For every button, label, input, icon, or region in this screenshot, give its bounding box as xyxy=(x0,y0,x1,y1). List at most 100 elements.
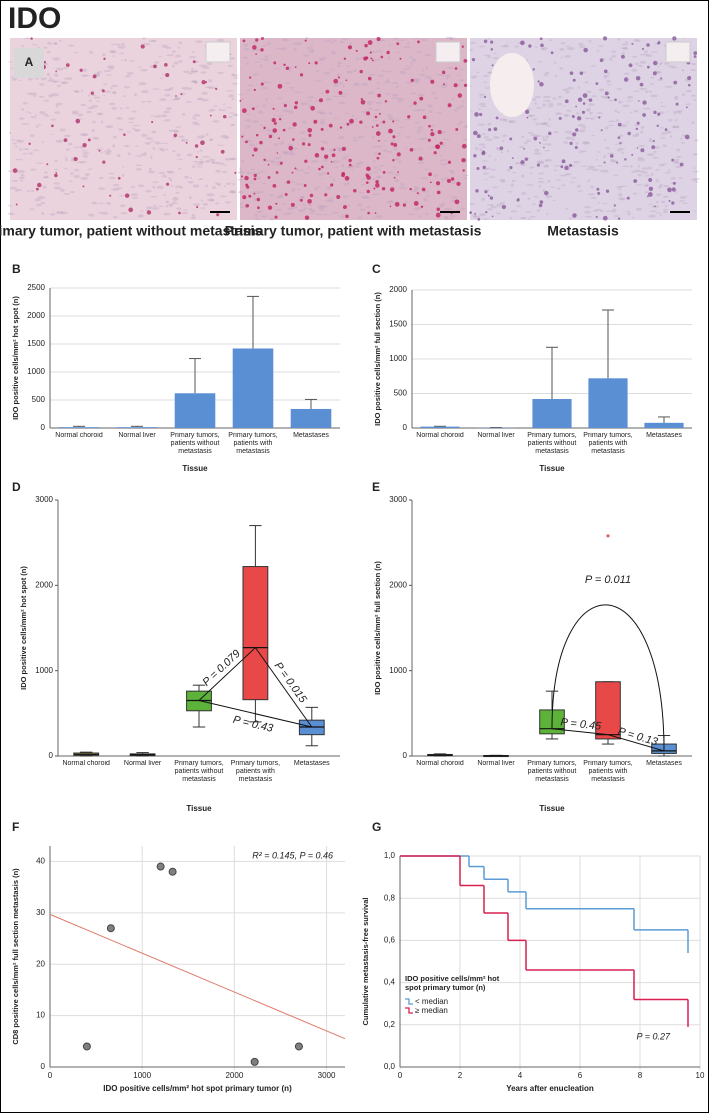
x-tick-label-box: Normal choroid xyxy=(55,432,102,439)
tissue-texture xyxy=(192,116,195,120)
tissue-texture xyxy=(448,169,454,173)
tissue-texture xyxy=(68,77,73,80)
tissue-texture xyxy=(181,87,184,89)
tissue-texture xyxy=(446,101,450,104)
tissue-texture xyxy=(262,44,267,47)
tissue-texture xyxy=(576,184,581,188)
tissue-texture xyxy=(469,203,475,206)
tissue-texture xyxy=(128,117,136,120)
tissue-texture xyxy=(670,177,676,180)
tissue-texture xyxy=(547,179,551,183)
tissue-texture xyxy=(626,210,630,213)
tissue-texture xyxy=(587,165,595,169)
tissue-texture xyxy=(469,42,476,44)
tissue-texture xyxy=(587,179,590,183)
tissue-texture xyxy=(159,77,164,80)
tissue-texture xyxy=(216,144,225,146)
tissue-texture xyxy=(169,185,174,187)
tissue-texture xyxy=(620,151,624,154)
tissue-texture xyxy=(221,170,228,174)
tissue-texture xyxy=(600,169,605,173)
tissue-texture xyxy=(141,100,146,103)
stained-cell xyxy=(671,158,674,162)
stained-cell xyxy=(646,43,650,47)
x-tick-label-box: Primary tumors, patients with metastasis xyxy=(583,760,632,783)
tissue-texture xyxy=(407,213,415,216)
tissue-texture xyxy=(20,179,24,182)
tissue-texture xyxy=(420,38,428,41)
tissue-texture xyxy=(27,77,34,81)
tissue-texture xyxy=(603,169,609,173)
tissue-texture xyxy=(196,166,204,168)
tissue-texture xyxy=(211,161,216,164)
tissue-texture xyxy=(664,85,673,88)
tissue-texture xyxy=(588,103,595,106)
tissue-texture xyxy=(297,208,306,212)
tissue-texture xyxy=(191,121,199,125)
tissue-texture xyxy=(440,159,444,162)
tissue-texture xyxy=(416,94,425,96)
tissue-texture xyxy=(675,155,682,158)
tissue-texture xyxy=(226,106,232,109)
tissue-texture xyxy=(74,51,78,54)
tissue-texture xyxy=(274,157,281,160)
tissue-texture xyxy=(585,215,593,218)
tissue-texture xyxy=(376,175,382,179)
stained-cell xyxy=(165,73,170,78)
stained-cell xyxy=(641,47,645,51)
legend-title-box: IDO positive cells/mm² hot spot primary … xyxy=(405,974,499,992)
y-tick-label: 0 xyxy=(41,1062,46,1071)
tissue-texture xyxy=(447,218,454,220)
tissue-texture xyxy=(483,81,488,83)
stained-cell xyxy=(488,128,492,132)
stained-cell xyxy=(346,122,350,126)
stained-cell xyxy=(313,119,318,124)
tissue-texture xyxy=(181,138,189,142)
tissue-texture xyxy=(655,179,660,183)
stained-cell xyxy=(420,205,424,209)
point xyxy=(156,862,165,871)
tissue-texture xyxy=(685,103,691,105)
tissue-texture xyxy=(588,111,593,115)
stained-cell xyxy=(256,197,261,202)
tissue-texture xyxy=(357,216,363,220)
tissue-texture xyxy=(152,181,159,184)
tissue-texture xyxy=(608,99,613,102)
tissue-texture xyxy=(500,45,506,48)
tissue-texture xyxy=(257,190,264,194)
tissue-texture xyxy=(224,157,232,161)
tissue-texture xyxy=(405,200,408,203)
tissue-texture xyxy=(92,120,96,124)
stained-cell xyxy=(419,96,424,101)
tissue-texture xyxy=(198,97,202,100)
stained-cell xyxy=(672,36,677,41)
tissue-texture xyxy=(276,114,283,117)
stained-cell xyxy=(603,69,608,74)
tissue-texture xyxy=(44,115,50,117)
vessel xyxy=(490,53,534,117)
tissue-texture xyxy=(318,172,323,177)
tissue-texture xyxy=(152,88,160,90)
tissue-texture xyxy=(22,152,28,155)
stained-cell xyxy=(371,59,374,62)
tissue-texture xyxy=(671,125,680,129)
tissue-texture xyxy=(319,121,326,125)
tissue-texture xyxy=(373,159,376,163)
tissue-texture xyxy=(337,61,343,64)
tissue-texture xyxy=(80,176,89,180)
tissue-texture xyxy=(658,185,662,189)
tissue-texture xyxy=(674,97,679,100)
tissue-texture xyxy=(459,68,464,71)
tissue-texture xyxy=(175,54,182,58)
tissue-texture xyxy=(514,45,519,48)
stained-cell xyxy=(524,109,530,114)
tissue-texture xyxy=(311,49,315,52)
stained-cell xyxy=(366,166,371,172)
tissue-texture xyxy=(182,86,190,90)
stained-cell xyxy=(268,134,273,139)
tissue-texture xyxy=(648,166,652,170)
tissue-texture xyxy=(134,164,142,167)
stained-cell xyxy=(128,207,134,213)
tissue-texture xyxy=(587,193,596,196)
